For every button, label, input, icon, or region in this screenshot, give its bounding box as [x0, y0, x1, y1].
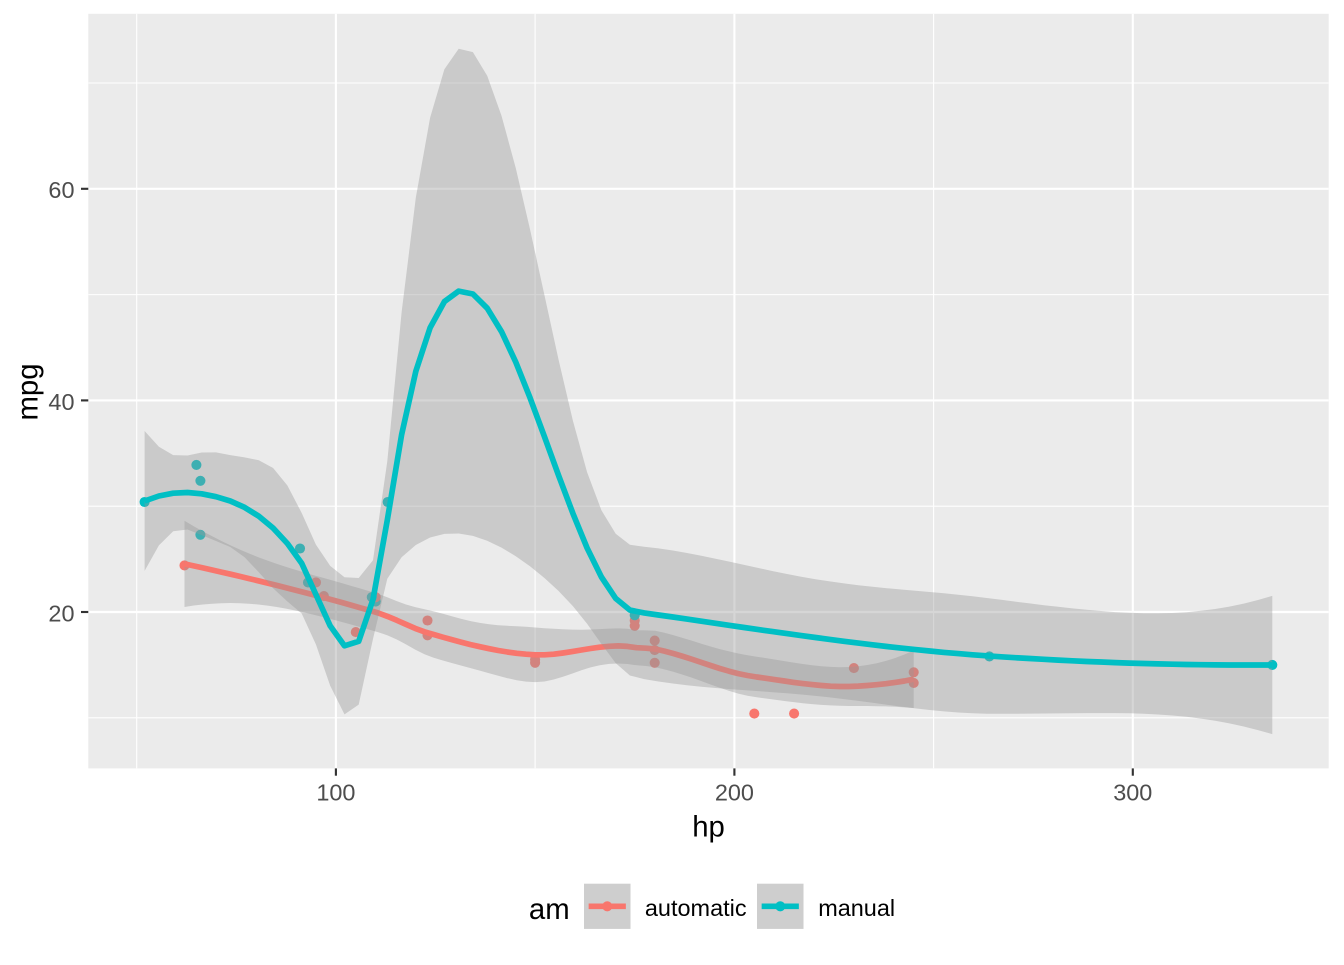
- svg-text:20: 20: [48, 600, 74, 626]
- svg-text:300: 300: [1113, 780, 1152, 806]
- svg-text:am: am: [529, 893, 570, 926]
- svg-text:manual: manual: [818, 895, 895, 921]
- svg-text:mpg: mpg: [12, 363, 45, 420]
- svg-text:200: 200: [715, 780, 754, 806]
- svg-text:60: 60: [48, 177, 74, 203]
- svg-text:40: 40: [48, 389, 74, 415]
- svg-text:100: 100: [316, 780, 355, 806]
- svg-text:hp: hp: [692, 811, 725, 844]
- svg-text:automatic: automatic: [645, 895, 747, 921]
